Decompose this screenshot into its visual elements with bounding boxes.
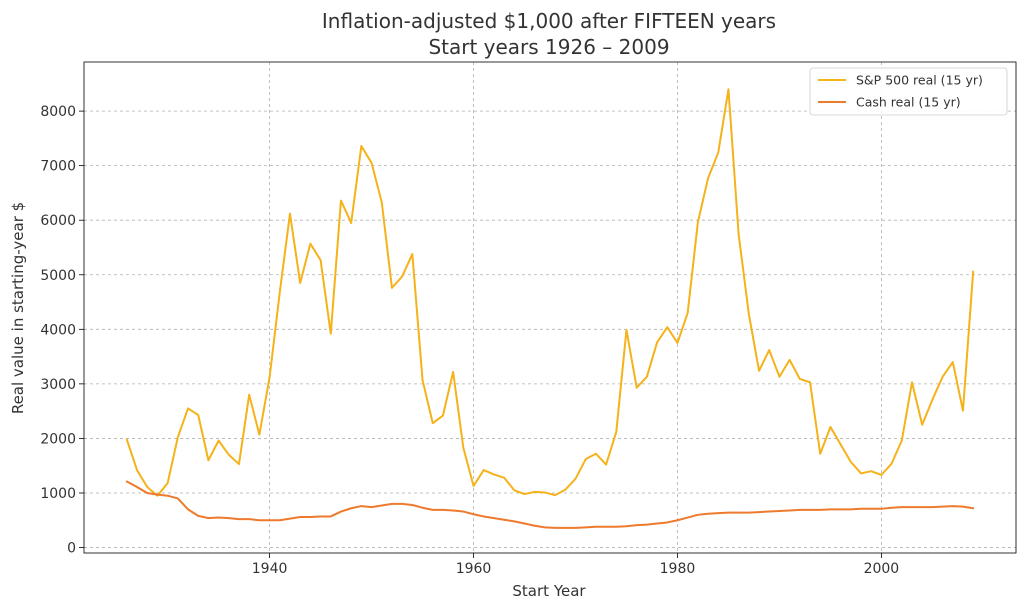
y-tick-label: 5000 <box>40 268 76 284</box>
y-tick-label: 3000 <box>40 377 76 393</box>
series-line-0 <box>125 88 975 497</box>
y-tick-label: 1000 <box>40 486 76 502</box>
y-tick-label: 7000 <box>40 159 76 175</box>
y-tick-label: 6000 <box>40 213 76 229</box>
chart-subtitle: Start years 1926 – 2009 <box>428 35 669 59</box>
legend-label-1: Cash real (15 yr) <box>856 95 961 110</box>
x-tick-label: 1940 <box>252 561 288 577</box>
y-tick-label: 2000 <box>40 431 76 447</box>
gridlines <box>84 62 1016 553</box>
y-axis-label: Real value in starting-year $ <box>9 202 27 414</box>
y-tick-label: 4000 <box>40 322 76 338</box>
legend: S&P 500 real (15 yr) Cash real (15 yr) <box>809 67 1008 116</box>
chart-title: Inflation-adjusted $1,000 after FIFTEEN … <box>322 9 776 33</box>
x-axis-label: Start Year <box>512 582 586 600</box>
y-tick-label: 8000 <box>40 104 76 120</box>
x-tick-label: 1960 <box>456 561 492 577</box>
chart-title-group: Inflation-adjusted $1,000 after FIFTEEN … <box>322 9 776 59</box>
series-lines <box>125 88 975 529</box>
axis-ticks: 1940 1960 1980 2000 0 1000 2000 3000 4000 5000 600… <box>40 104 899 577</box>
x-tick-label: 1980 <box>660 561 696 577</box>
legend-box <box>809 67 1008 116</box>
y-tick-label: 0 <box>67 541 76 557</box>
legend-label-0: S&P 500 real (15 yr) <box>856 73 983 88</box>
plot-frame <box>83 61 1017 554</box>
x-tick-label: 2000 <box>864 561 900 577</box>
series-line-1 <box>125 480 975 529</box>
